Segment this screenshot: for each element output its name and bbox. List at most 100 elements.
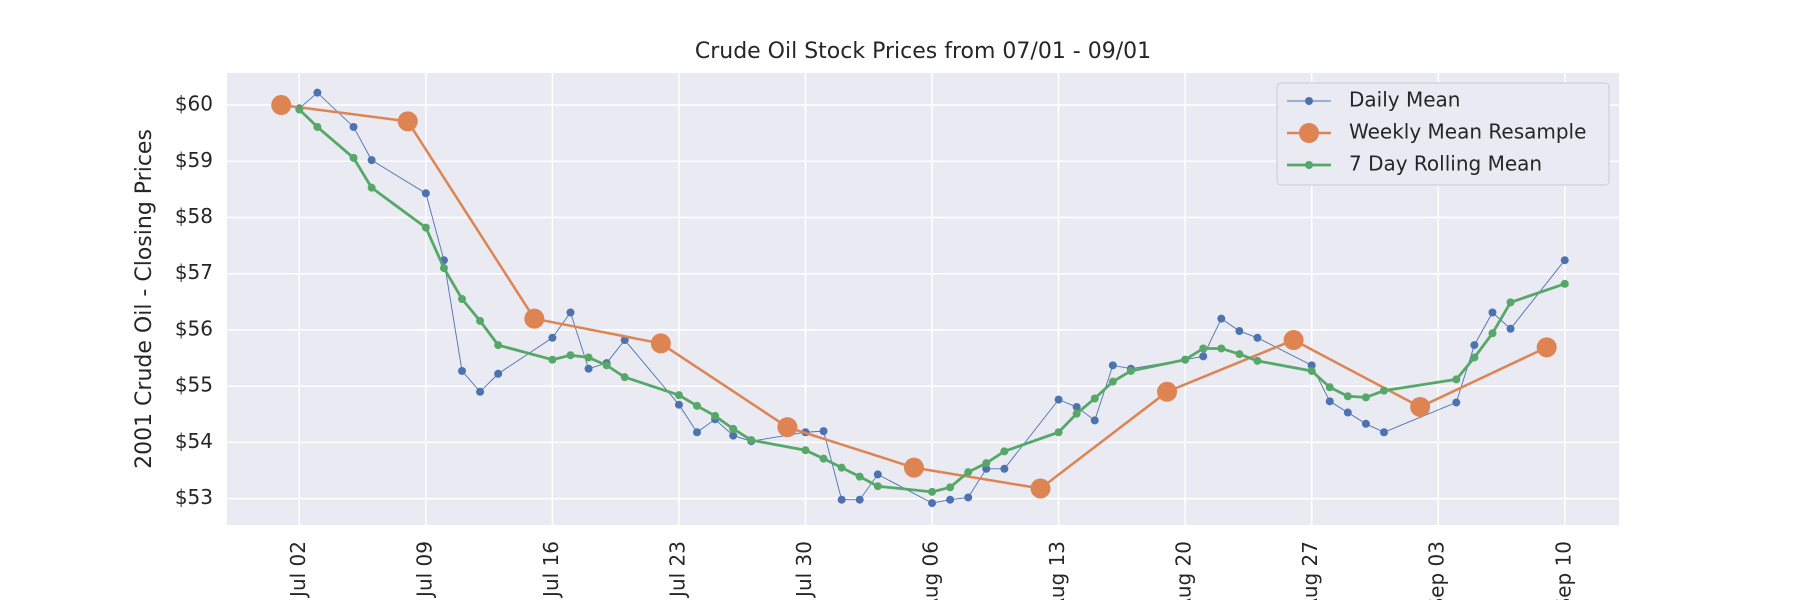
point [1452,398,1461,407]
point [1506,324,1515,333]
point [1217,314,1226,323]
point [1253,333,1262,342]
x-tick-label: Jul 16 [539,541,563,599]
point [837,463,846,472]
point [729,431,738,440]
point [674,391,683,400]
point [873,482,882,491]
point [819,454,828,463]
x-tick-label: Jul 30 [792,541,816,599]
point [729,424,738,433]
legend-label: 7 Day Rolling Mean [1349,152,1542,176]
point [928,487,937,496]
point [1343,392,1352,401]
point [1157,381,1178,402]
point [295,105,304,114]
legend: Daily Mean Weekly Mean Resample 7 Day Roll… [1276,82,1610,186]
y-tick-label: $56 [175,316,213,340]
point [1325,383,1334,392]
point [1361,419,1370,428]
point [476,387,485,396]
point [903,457,924,478]
point [397,111,418,132]
point [548,355,557,364]
point [1090,416,1099,425]
point [982,459,991,468]
point [1199,344,1208,353]
point [1307,366,1316,375]
point [964,468,973,477]
point [1072,409,1081,418]
x-tick-label: Jul 09 [412,541,436,599]
point [494,369,503,378]
point [1343,408,1352,417]
point [421,223,430,232]
point [524,308,545,329]
legend-marker [1305,161,1313,169]
point [747,436,756,445]
point [1090,394,1099,403]
x-tick-label: Aug 13 [1045,541,1069,600]
grid [227,73,1619,525]
point [349,153,358,162]
legend-label: Weekly Mean Resample [1349,120,1586,144]
point [1253,356,1262,365]
point [1307,361,1316,370]
point [584,364,593,373]
point [819,427,828,436]
point [458,295,467,303]
point [1181,355,1190,364]
point [1379,428,1388,437]
y-tick-label: $60 [175,92,213,116]
legend-label: Daily Mean [1349,88,1460,112]
point [1560,279,1569,288]
point [1235,350,1244,359]
point [1506,298,1515,307]
point [964,493,973,502]
y-tick-label: $59 [175,148,213,172]
point [855,495,864,504]
point [1410,396,1431,417]
point [801,446,810,455]
point [367,156,376,165]
x-tick-label: Jul 02 [286,541,310,599]
point [584,353,593,362]
point [494,341,503,350]
point [1000,464,1009,473]
point [1452,375,1461,384]
point [458,366,467,375]
point [439,264,448,273]
point [1379,386,1388,395]
legend-box [1276,82,1610,186]
point [777,417,798,438]
point [837,495,846,504]
y-axis-label: 2001 Crude Oil - Closing Prices [132,129,157,469]
x-tick-label: Aug 27 [1298,541,1322,600]
point [1000,447,1009,456]
y-tick-label: $57 [175,260,213,284]
y-tick-label: $58 [175,204,213,228]
point [693,401,702,410]
y-tick-label: $55 [175,373,213,397]
point [313,122,322,131]
point [602,361,611,370]
point [674,400,683,409]
point [1470,353,1479,362]
legend-marker [1299,123,1319,143]
point [1325,397,1334,406]
point [928,499,937,508]
point [1108,361,1117,370]
point [476,316,485,325]
point [367,183,376,192]
y-tick-label: $53 [175,485,213,509]
point [1030,478,1051,499]
chart-title: Crude Oil Stock Prices from 07/01 - 09/0… [695,39,1151,64]
point [548,333,557,342]
point [982,464,991,473]
point [650,333,671,354]
y-tick-label: $54 [175,429,213,453]
point [855,472,864,481]
x-tick-label: Aug 06 [919,541,943,600]
point [1217,344,1226,353]
point [1488,308,1497,317]
